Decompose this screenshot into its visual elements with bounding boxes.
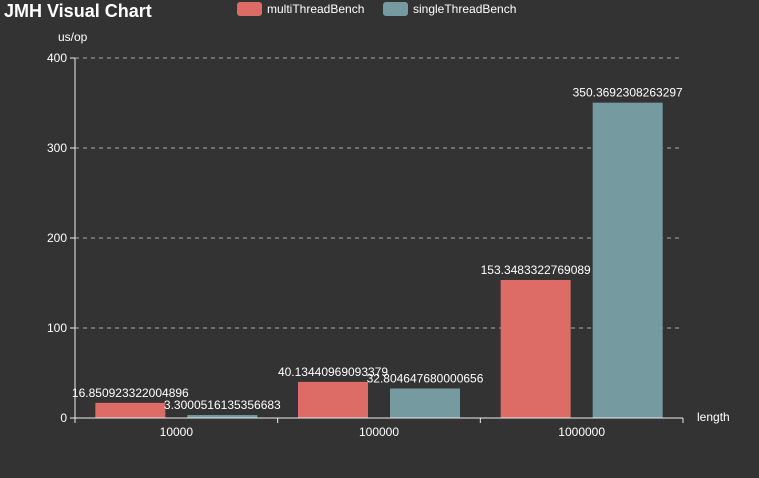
bar-singleThreadBench-100000[interactable] (390, 388, 460, 418)
value-label: 153.3483322769089 (481, 263, 591, 277)
bars (95, 102, 663, 418)
y-tick-label: 400 (47, 51, 67, 65)
legend-label-singleThreadBench[interactable]: singleThreadBench (413, 2, 516, 16)
value-label: 350.3692308263297 (573, 86, 683, 100)
bar-multiThreadBench-1000000[interactable] (500, 279, 571, 418)
bar-singleThreadBench-10000[interactable] (187, 415, 258, 418)
x-tick-label: 10000 (160, 425, 194, 439)
x-axis: 10000 100000 1000000 (74, 417, 684, 439)
y-axis-label: us/op (58, 30, 88, 44)
x-tick-label: 1000000 (558, 425, 605, 439)
value-label: 16.850923322004896 (72, 386, 189, 400)
legend-swatch-singleThreadBench[interactable] (383, 2, 408, 16)
value-label: 32.804647680000656 (367, 371, 484, 385)
bar-multiThreadBench-10000[interactable] (95, 402, 166, 418)
chart-title: JMH Visual Chart (4, 1, 152, 21)
y-tick-label: 200 (47, 231, 67, 245)
bar-multiThreadBench-100000[interactable] (298, 381, 368, 418)
x-tick-label: 100000 (359, 425, 399, 439)
bar-singleThreadBench-1000000[interactable] (592, 102, 663, 418)
legend-label-multiThreadBench[interactable]: multiThreadBench (267, 2, 364, 16)
grid-lines (75, 57, 683, 329)
x-axis-label: length (697, 410, 730, 424)
value-label: 3.3000516135356683 (164, 398, 281, 412)
value-label: 40.13440969093379 (278, 365, 388, 379)
y-tick-label: 300 (47, 141, 67, 155)
legend-swatch-multiThreadBench[interactable] (237, 2, 262, 16)
y-tick-label: 0 (60, 411, 67, 425)
y-axis: 0 100 200 300 400 (47, 51, 76, 425)
legend: multiThreadBench singleThreadBench (237, 2, 516, 16)
y-tick-label: 100 (47, 321, 67, 335)
